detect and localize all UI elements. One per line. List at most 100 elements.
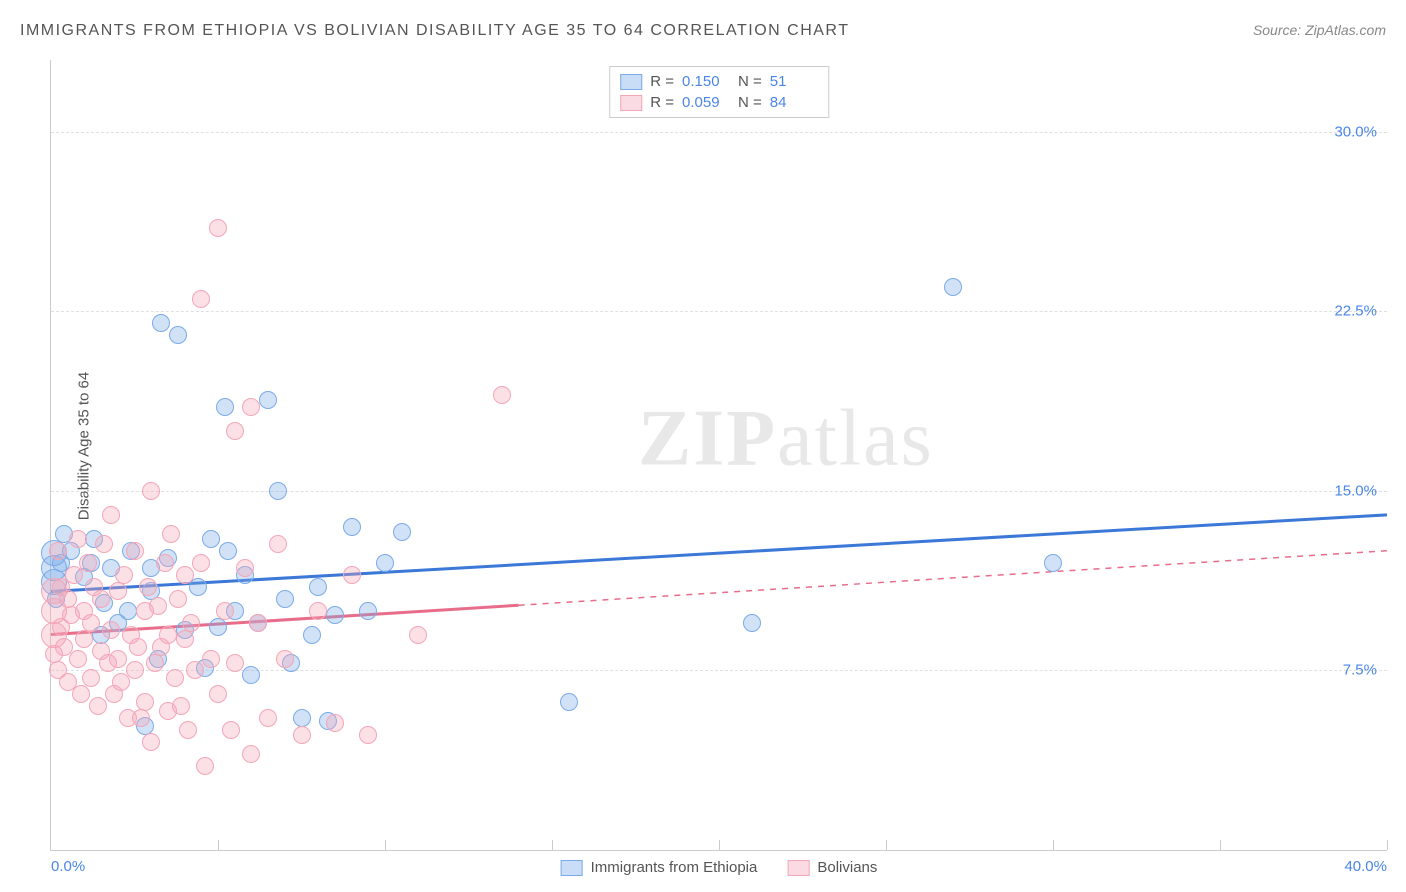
data-point xyxy=(179,721,197,739)
data-point xyxy=(226,422,244,440)
data-point xyxy=(202,530,220,548)
data-point xyxy=(242,745,260,763)
data-point xyxy=(176,630,194,648)
data-point xyxy=(209,618,227,636)
data-point xyxy=(82,614,100,632)
data-point xyxy=(376,554,394,572)
legend-label: Bolivians xyxy=(817,859,877,876)
legend-item-1: Bolivians xyxy=(787,859,877,876)
data-point xyxy=(59,590,77,608)
data-point xyxy=(146,654,164,672)
swatch-icon xyxy=(620,95,642,111)
n-value: 51 xyxy=(770,73,818,90)
data-point xyxy=(393,523,411,541)
x-tick-mark xyxy=(1387,840,1388,850)
data-point xyxy=(156,554,174,572)
data-point xyxy=(209,219,227,237)
y-tick-label: 15.0% xyxy=(1334,482,1377,499)
gridline-h xyxy=(51,311,1387,312)
n-label: N = xyxy=(738,73,762,90)
data-point xyxy=(269,535,287,553)
data-point xyxy=(192,290,210,308)
chart-container: IMMIGRANTS FROM ETHIOPIA VS BOLIVIAN DIS… xyxy=(0,0,1406,892)
r-label: R = xyxy=(650,73,674,90)
data-point xyxy=(69,650,87,668)
gridline-h xyxy=(51,491,1387,492)
y-tick-label: 7.5% xyxy=(1343,662,1377,679)
data-point xyxy=(82,669,100,687)
data-point xyxy=(202,650,220,668)
data-point xyxy=(139,578,157,596)
data-point xyxy=(242,398,260,416)
data-point xyxy=(69,530,87,548)
legend-label: Immigrants from Ethiopia xyxy=(591,859,758,876)
data-point xyxy=(309,578,327,596)
data-point xyxy=(216,602,234,620)
data-point xyxy=(136,693,154,711)
watermark: ZIPatlas xyxy=(638,394,934,485)
data-point xyxy=(129,638,147,656)
source-value: ZipAtlas.com xyxy=(1305,22,1386,38)
data-point xyxy=(89,697,107,715)
n-label: N = xyxy=(738,94,762,111)
x-tick-label: 40.0% xyxy=(1344,858,1387,875)
x-tick-mark xyxy=(552,840,553,850)
data-point xyxy=(359,726,377,744)
x-tick-mark xyxy=(886,840,887,850)
data-point xyxy=(92,590,110,608)
r-value: 0.059 xyxy=(682,94,730,111)
data-point xyxy=(149,597,167,615)
watermark-bold: ZIP xyxy=(638,395,777,483)
data-point xyxy=(359,602,377,620)
data-point xyxy=(409,626,427,644)
data-point xyxy=(49,542,67,560)
data-point xyxy=(102,621,120,639)
data-point xyxy=(209,685,227,703)
watermark-light: atlas xyxy=(777,395,934,483)
data-point xyxy=(236,559,254,577)
data-point xyxy=(109,650,127,668)
data-point xyxy=(115,566,133,584)
data-point xyxy=(132,709,150,727)
chart-title: IMMIGRANTS FROM ETHIOPIA VS BOLIVIAN DIS… xyxy=(20,22,849,40)
data-point xyxy=(192,554,210,572)
x-tick-label: 0.0% xyxy=(51,858,85,875)
data-point xyxy=(242,666,260,684)
swatch-icon xyxy=(561,860,583,876)
data-point xyxy=(142,482,160,500)
data-point xyxy=(259,391,277,409)
data-point xyxy=(343,566,361,584)
data-point xyxy=(303,626,321,644)
data-point xyxy=(166,669,184,687)
data-point xyxy=(743,614,761,632)
data-point xyxy=(259,709,277,727)
data-point xyxy=(119,602,137,620)
data-point xyxy=(226,654,244,672)
data-point xyxy=(196,757,214,775)
data-point xyxy=(222,721,240,739)
legend-series: Immigrants from Ethiopia Bolivians xyxy=(553,857,886,878)
swatch-icon xyxy=(787,860,809,876)
data-point xyxy=(276,650,294,668)
data-point xyxy=(169,326,187,344)
data-point xyxy=(126,661,144,679)
data-point xyxy=(152,314,170,332)
data-point xyxy=(343,518,361,536)
data-point xyxy=(169,590,187,608)
y-tick-label: 30.0% xyxy=(1334,123,1377,140)
data-point xyxy=(326,606,344,624)
data-point xyxy=(249,614,267,632)
source-attribution: Source: ZipAtlas.com xyxy=(1253,22,1386,38)
data-point xyxy=(293,726,311,744)
x-tick-mark xyxy=(1220,840,1221,850)
data-point xyxy=(176,566,194,584)
data-point xyxy=(1044,554,1062,572)
r-value: 0.150 xyxy=(682,73,730,90)
y-tick-label: 22.5% xyxy=(1334,303,1377,320)
data-point xyxy=(493,386,511,404)
data-point xyxy=(102,506,120,524)
plot-area: ZIPatlas R = 0.150 N = 51 R = 0.059 N = … xyxy=(50,60,1387,851)
data-point xyxy=(293,709,311,727)
source-label: Source: xyxy=(1253,22,1305,38)
data-point xyxy=(560,693,578,711)
